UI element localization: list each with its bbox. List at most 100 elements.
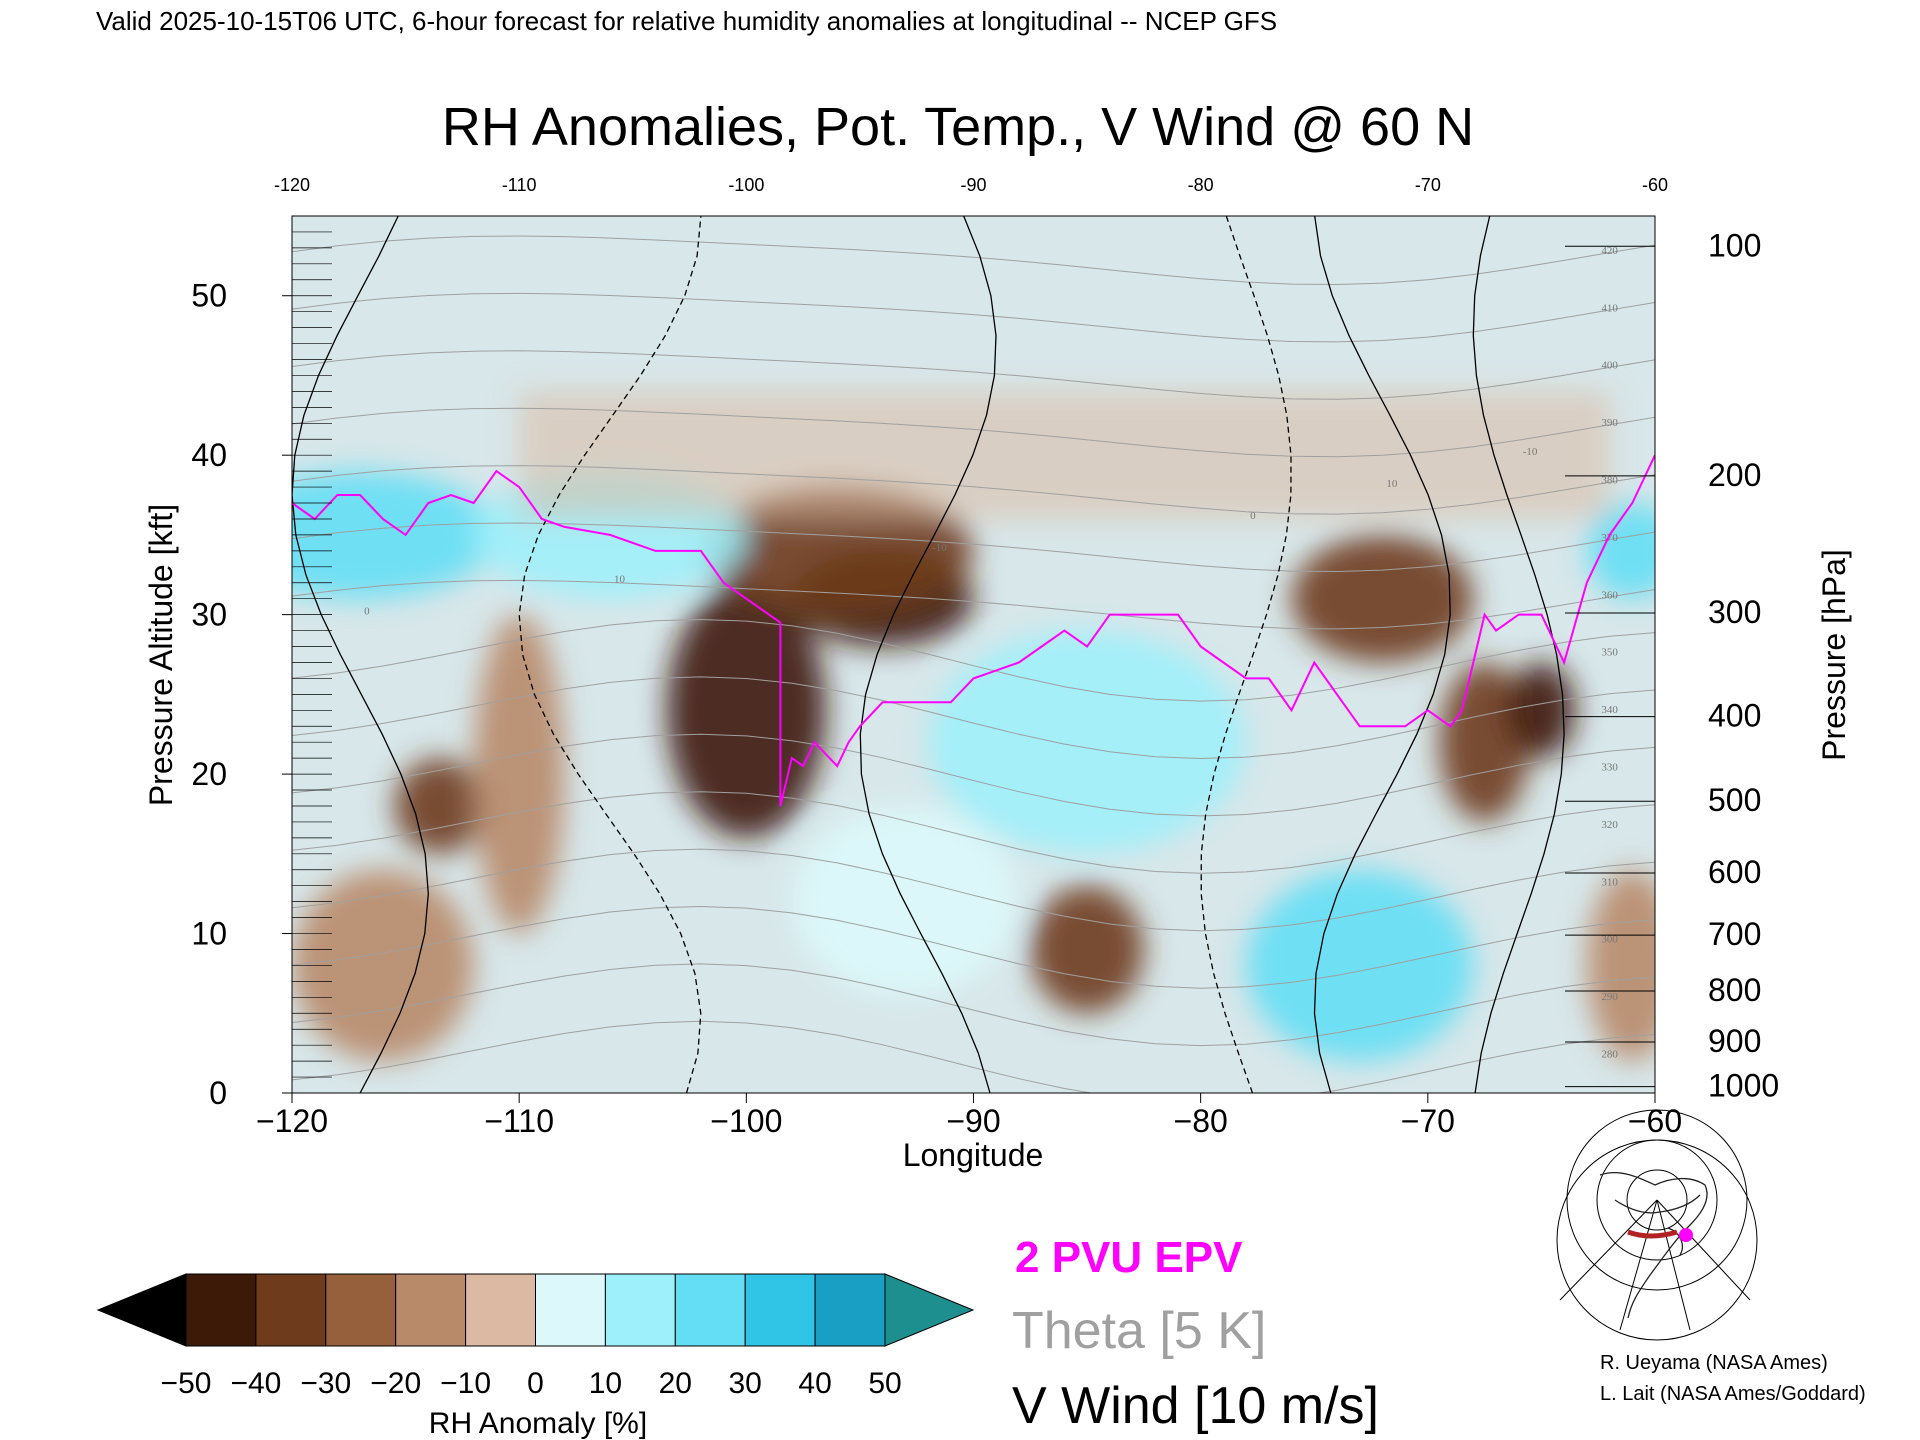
inset-map-section-line bbox=[1627, 1229, 1678, 1239]
rh-anomaly-region bbox=[292, 471, 497, 599]
credit-line-2: L. Lait (NASA Ames/Goddard) bbox=[1600, 1383, 1866, 1405]
rh-anomaly-region bbox=[394, 758, 486, 854]
colorbar-ticks: −50 −40 −30 −20 −10 0 10 20 30 40 50 bbox=[161, 1367, 902, 1400]
y-tick-label: 0 bbox=[209, 1075, 227, 1111]
colorbar-tick-label: −20 bbox=[370, 1367, 421, 1400]
theta-contour-line bbox=[292, 350, 1655, 400]
colorbar-segment bbox=[814, 1273, 886, 1347]
y-tick-label: 50 bbox=[191, 278, 227, 314]
x-axis-top-ticks: -120 -110 -100 -90 -80 -70 -60 bbox=[274, 175, 1668, 195]
pressure-tick-label: 600 bbox=[1708, 854, 1761, 890]
theta-contour-line bbox=[292, 407, 1655, 458]
theta-contour-label: 350 bbox=[1601, 647, 1618, 659]
pressure-tick-label: 700 bbox=[1708, 916, 1761, 952]
chart-title: RH Anomalies, Pot. Temp., V Wind @ 60 N bbox=[442, 97, 1474, 157]
v-wind-contour-line bbox=[1200, 216, 1292, 1093]
v-wind-contour-line bbox=[859, 216, 997, 1093]
colorbar-segment bbox=[674, 1273, 746, 1347]
theta-contour-line bbox=[292, 733, 1655, 817]
y-tick-label: 10 bbox=[191, 916, 227, 952]
theta-contour-label: 410 bbox=[1601, 302, 1618, 314]
pressure-tick-label: 500 bbox=[1708, 782, 1761, 818]
y-tick-label: 30 bbox=[191, 597, 227, 633]
legend-vwind: V Wind [10 m/s] bbox=[1012, 1377, 1379, 1435]
theta-contour-line bbox=[292, 791, 1655, 874]
v-wind-contour-label: 10 bbox=[1386, 478, 1398, 490]
pressure-tick-label: 200 bbox=[1708, 457, 1761, 493]
x-axis-label: Longitude bbox=[903, 1137, 1044, 1173]
v-wind-contour-line bbox=[1472, 216, 1565, 1093]
theta-contour-label: 370 bbox=[1601, 532, 1618, 544]
colorbar-segment bbox=[744, 1273, 816, 1347]
x-top-tick-label: -110 bbox=[502, 175, 537, 195]
x-tick-label: −120 bbox=[256, 1103, 328, 1139]
x-top-tick-label: -70 bbox=[1415, 175, 1441, 195]
v-wind-contours: 0 10 -10 0 10 -10 bbox=[292, 216, 1565, 1093]
theta-contour-line bbox=[292, 618, 1655, 702]
y-tick-label: 40 bbox=[191, 437, 227, 473]
x-tick-label: −60 bbox=[1628, 1103, 1682, 1139]
colorbar-label: RH Anomaly [%] bbox=[429, 1407, 647, 1440]
x-tick-label: −100 bbox=[710, 1103, 782, 1139]
x-top-tick-label: -90 bbox=[960, 175, 986, 195]
colorbar-tick-label: 50 bbox=[868, 1367, 901, 1400]
x-tick-label: −90 bbox=[946, 1103, 1000, 1139]
rh-heatmap bbox=[292, 391, 1655, 1062]
inset-map bbox=[1556, 1109, 1758, 1341]
theta-contour-label: 340 bbox=[1601, 704, 1618, 716]
v-wind-contour-label: 0 bbox=[364, 606, 370, 618]
theta-contour-line bbox=[292, 292, 1655, 343]
colorbar-segment bbox=[395, 1273, 467, 1347]
rh-anomaly-region bbox=[1030, 885, 1144, 1014]
plot-area: 280 290 300 310 320 330 340 350 360 370 380 390 400 4… bbox=[291, 215, 1656, 1094]
x-axis-ticks: −120 −110 −100 −90 −80 −70 −60 bbox=[256, 1093, 1682, 1139]
theta-contour-line bbox=[292, 963, 1655, 1047]
theta-contour-label: 380 bbox=[1601, 474, 1618, 486]
v-wind-contour-label: -10 bbox=[932, 542, 947, 554]
rh-anomaly-region bbox=[791, 805, 1019, 998]
x-top-tick-label: -100 bbox=[728, 175, 764, 195]
colorbar-tick-label: 20 bbox=[659, 1367, 692, 1400]
y-axis-ticks: 0 10 20 30 40 50 bbox=[191, 231, 332, 1111]
x-tick-label: −70 bbox=[1401, 1103, 1455, 1139]
colorbar-tick-label: 40 bbox=[798, 1367, 831, 1400]
rh-anomaly-region bbox=[292, 869, 474, 1062]
x-top-tick-label: -60 bbox=[1642, 175, 1668, 195]
theta-contour-label: 400 bbox=[1601, 360, 1618, 372]
v-wind-contour-label: 10 bbox=[614, 574, 626, 586]
pressure-tick-label: 1000 bbox=[1708, 1068, 1779, 1104]
colorbar-tick-label: −40 bbox=[230, 1367, 281, 1400]
y-tick-label: 20 bbox=[191, 756, 227, 792]
x-top-tick-label: -80 bbox=[1188, 175, 1214, 195]
y-axis-label-right: Pressure [hPa] bbox=[1816, 549, 1852, 761]
pressure-tick-label: 300 bbox=[1708, 594, 1761, 630]
inset-map-marker bbox=[1679, 1228, 1693, 1242]
colorbar-tick-label: −30 bbox=[300, 1367, 351, 1400]
legend-theta: Theta [5 K] bbox=[1012, 1302, 1266, 1360]
theta-contour-line bbox=[292, 579, 1655, 630]
x-tick-label: −110 bbox=[484, 1103, 554, 1139]
theta-contour-label: 290 bbox=[1601, 991, 1618, 1003]
theta-contour-label: 390 bbox=[1601, 417, 1618, 429]
rh-anomaly-region bbox=[473, 614, 565, 934]
y-axis-label-left: Pressure Altitude [kft] bbox=[143, 504, 179, 806]
rh-anomaly-region bbox=[666, 582, 826, 838]
colorbar-tick-label: 10 bbox=[589, 1367, 622, 1400]
colorbar-tick-label: −50 bbox=[161, 1367, 212, 1400]
colorbar-min-arrow bbox=[96, 1273, 187, 1347]
v-wind-contour-line bbox=[292, 216, 429, 1093]
pressure-axis-ticks: 100 200 300 400 500 600 700 800 900 1000 bbox=[1565, 227, 1779, 1104]
epv-2pvu-line bbox=[292, 454, 1655, 807]
rh-anomaly-region bbox=[1507, 662, 1576, 759]
colorbar-tick-label: 30 bbox=[729, 1367, 762, 1400]
legend-epv: 2 PVU EPV bbox=[1015, 1233, 1243, 1282]
x-tick-label: −80 bbox=[1174, 1103, 1228, 1139]
theta-contour-label: 310 bbox=[1601, 876, 1618, 888]
theta-contour-label: 330 bbox=[1601, 762, 1618, 774]
theta-contour-label: 320 bbox=[1601, 819, 1618, 831]
pressure-tick-label: 400 bbox=[1708, 698, 1761, 734]
colorbar-max-arrow bbox=[884, 1273, 975, 1347]
v-wind-contour-line bbox=[1313, 216, 1451, 1093]
colorbar-tick-label: 0 bbox=[527, 1367, 544, 1400]
theta-contour-line bbox=[292, 522, 1655, 573]
